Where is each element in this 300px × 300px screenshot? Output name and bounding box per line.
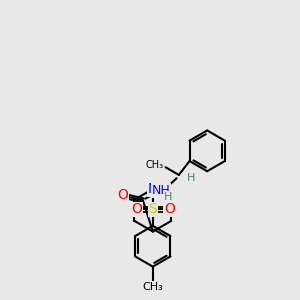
Text: N: N <box>148 182 158 196</box>
Text: O: O <box>118 188 128 202</box>
Text: H: H <box>188 173 196 183</box>
Text: S: S <box>148 202 157 216</box>
Text: H: H <box>164 192 172 202</box>
Text: O: O <box>164 202 175 216</box>
Text: CH₃: CH₃ <box>142 282 163 292</box>
Text: O: O <box>131 202 142 216</box>
Text: CH₃: CH₃ <box>145 160 163 170</box>
Text: NH: NH <box>152 184 171 197</box>
